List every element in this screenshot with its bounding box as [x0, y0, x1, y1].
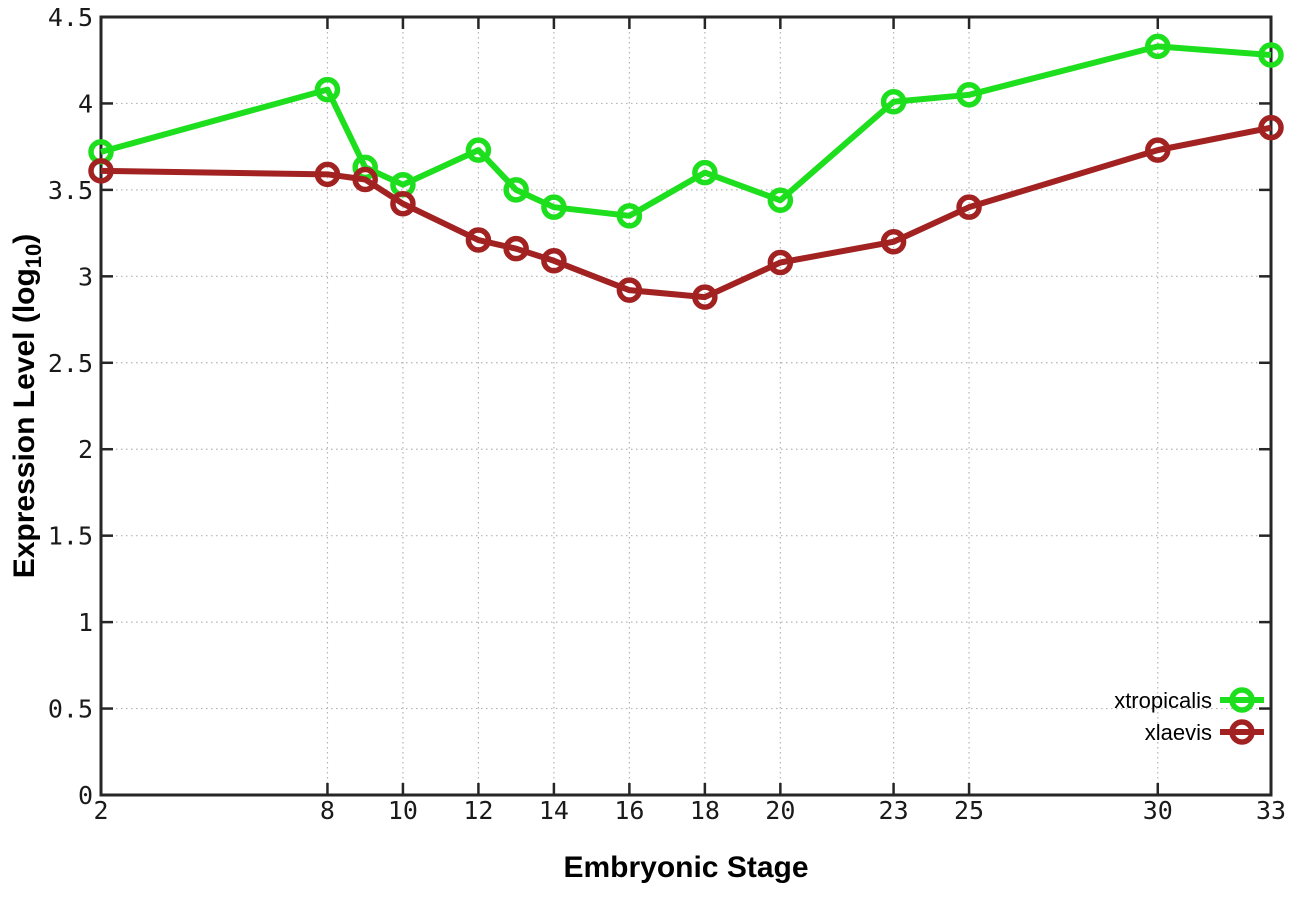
y-tick-label-1: 1: [78, 608, 93, 637]
legend: xtropicalis xlaevis: [1114, 687, 1264, 745]
data-point-xtropicalis-stage-23: [880, 88, 907, 115]
y-tick-label-3: 3: [78, 262, 93, 291]
data-point-xtropicalis-stage-16: [616, 203, 643, 229]
y-tick-label-2: 2: [78, 435, 93, 464]
data-point-xlaevis-stage-10: [390, 190, 416, 217]
x-tick-label-14: 14: [539, 796, 569, 825]
data-point-xlaevis-stage-9: [352, 166, 378, 193]
y-tick-label-0: 0: [78, 781, 93, 810]
x-axis-title: Embryonic Stage: [563, 851, 808, 884]
x-tick-label-20: 20: [765, 796, 795, 825]
x-tick-label-33: 33: [1256, 796, 1286, 825]
tick-label-layer: 2 8 10 12 14 16 18 20 23 25 30 33 0 0.5 1 1.5 2 2.5 3 3.5 4 4…: [48, 3, 1286, 825]
data-point-xtropicalis-stage-30: [1145, 33, 1171, 60]
y-tick-label-4: 4: [78, 89, 93, 118]
data-point-xtropicalis-stage-18: [692, 159, 718, 186]
data-point-xlaevis-stage-33: [1258, 114, 1284, 141]
data-point-xlaevis-stage-23: [880, 229, 907, 255]
data-point-xlaevis-stage-25: [956, 194, 982, 220]
data-point-xlaevis-stage-14: [541, 248, 567, 274]
x-tick-label-30: 30: [1143, 796, 1173, 825]
x-tick-label-2: 2: [93, 796, 108, 825]
x-tick-label-10: 10: [388, 796, 418, 825]
data-point-xlaevis-stage-12: [465, 227, 492, 253]
data-point-xtropicalis-stage-25: [956, 82, 982, 108]
data-point-xlaevis-stage-30: [1145, 137, 1171, 163]
y-tick-label-4.5: 4.5: [48, 3, 93, 32]
y-tick-label-2.5: 2.5: [48, 349, 93, 378]
series-layer: [88, 33, 1284, 310]
data-point-xtropicalis-stage-20: [767, 187, 794, 214]
axis-layer: [99, 15, 1273, 797]
x-tick-label-25: 25: [954, 796, 984, 825]
plot-border: [99, 15, 1273, 797]
series-line-xlaevis: [100, 124, 1272, 301]
x-tick-label-12: 12: [463, 796, 493, 825]
y-axis-title-end: ): [8, 234, 41, 244]
y-axis-title-subscript: 10: [21, 244, 46, 268]
legend-marker-circle-xlaevis: [1229, 719, 1255, 745]
data-point-xtropicalis-stage-33: [1258, 42, 1284, 68]
data-point-xlaevis-stage-20: [767, 249, 794, 276]
grid-layer: [100, 16, 1272, 795]
legend-label-xtropicalis: xtropicalis: [1114, 688, 1212, 713]
data-point-xlaevis-stage-16: [616, 277, 643, 303]
y-tick-label-1.5: 1.5: [48, 522, 93, 551]
legend-label-xlaevis: xlaevis: [1145, 720, 1212, 745]
data-point-xlaevis-stage-18: [692, 284, 718, 310]
y-axis-title: Expression Level (log10): [8, 234, 46, 579]
data-point-xlaevis-stage-8: [314, 161, 341, 188]
data-point-xlaevis-stage-13: [503, 235, 529, 262]
y-axis-title-main: Expression Level (log: [8, 268, 41, 578]
data-point-xlaevis-stage-2: [88, 158, 114, 184]
data-point-xtropicalis-stage-12: [465, 137, 492, 163]
x-tick-label-23: 23: [879, 796, 909, 825]
data-point-xtropicalis-stage-14: [541, 194, 567, 220]
x-tick-label-18: 18: [690, 796, 720, 825]
legend-marker-circle-xtropicalis: [1229, 687, 1255, 713]
x-tick-label-8: 8: [320, 796, 335, 825]
data-point-xtropicalis-stage-13: [503, 177, 529, 203]
x-tick-label-16: 16: [614, 796, 644, 825]
data-point-xtropicalis-stage-8: [314, 76, 341, 103]
y-tick-label-3.5: 3.5: [48, 176, 93, 205]
y-tick-label-0.5: 0.5: [48, 695, 93, 724]
